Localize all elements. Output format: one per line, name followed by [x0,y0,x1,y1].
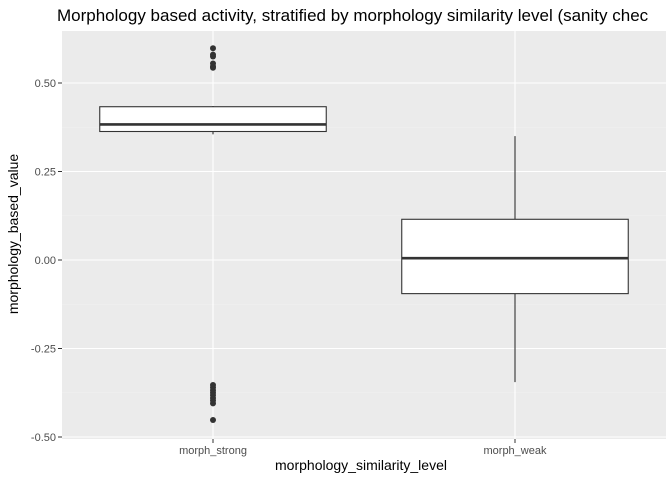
outlier-point [210,45,216,52]
y-tick-label: 0.00 [35,255,56,267]
x-tick-label: morph_weak [484,445,547,457]
outlier-point [210,400,216,407]
box-body [99,106,327,133]
x-axis-ticks: morph_strong morph_weak [179,439,547,457]
outlier-point [210,64,216,71]
box-morph_strong [99,45,327,424]
y-axis-title: morphology_based_value [5,154,21,315]
box-morph_weak [401,136,629,383]
y-tick-label: -0.50 [31,432,56,444]
x-axis-title: morphology_similarity_level [275,457,447,473]
boxes [99,45,629,424]
y-tick-label: 0.50 [35,78,56,90]
box-body [401,218,629,295]
y-axis-ticks: 0.50 0.25 0.00 -0.25 -0.50 [31,78,62,444]
y-tick-label: 0.25 [35,167,56,179]
y-tick-label: -0.25 [31,344,56,356]
outlier-point [210,53,216,60]
outlier-point [210,417,216,424]
x-tick-label: morph_strong [179,445,247,457]
chart-title: Morphology based activity, stratified by… [57,6,649,25]
